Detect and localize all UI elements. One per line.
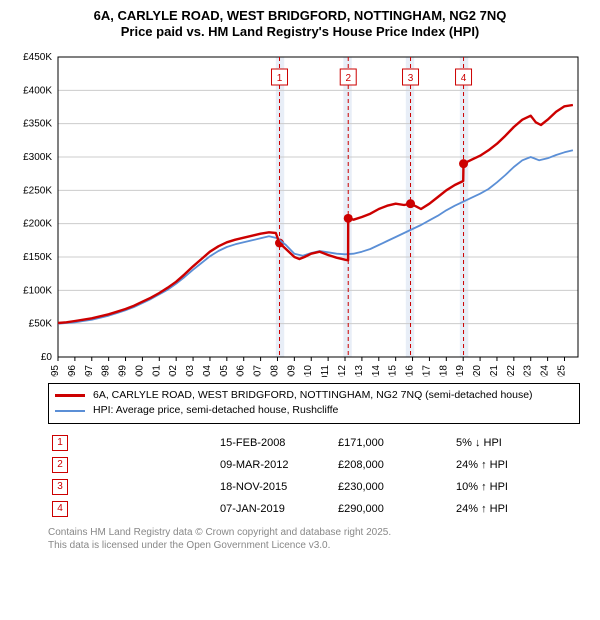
svg-text:2013: 2013: [354, 364, 365, 376]
footer-attribution: Contains HM Land Registry data © Crown c…: [48, 526, 580, 552]
event-date: 09-MAR-2012: [216, 454, 334, 476]
svg-text:3: 3: [408, 73, 414, 84]
svg-text:1996: 1996: [67, 364, 78, 376]
event-row: 2 09-MAR-2012£208,00024% ↑ HPI: [48, 454, 580, 476]
legend-label-hpi: HPI: Average price, semi-detached house,…: [93, 403, 338, 419]
svg-text:1998: 1998: [101, 364, 112, 376]
event-marker-box: 1: [52, 435, 68, 451]
svg-text:1997: 1997: [84, 364, 95, 376]
svg-text:£450K: £450K: [23, 52, 52, 63]
svg-text:2012: 2012: [337, 364, 348, 376]
event-date: 18-NOV-2015: [216, 476, 334, 498]
title-line1: 6A, CARLYLE ROAD, WEST BRIDGFORD, NOTTIN…: [94, 8, 507, 23]
svg-text:£0: £0: [41, 352, 53, 363]
legend-swatch-hpi: [55, 410, 85, 412]
event-pct: 24% ↑ HPI: [452, 498, 580, 520]
event-marker-box: 4: [52, 501, 68, 517]
svg-text:2: 2: [345, 73, 351, 84]
event-row: 3 18-NOV-2015£230,00010% ↑ HPI: [48, 476, 580, 498]
svg-text:£100K: £100K: [23, 285, 52, 296]
svg-text:2019: 2019: [455, 364, 466, 376]
svg-text:£150K: £150K: [23, 252, 52, 263]
event-price: £290,000: [334, 498, 452, 520]
legend-label-subject: 6A, CARLYLE ROAD, WEST BRIDGFORD, NOTTIN…: [93, 388, 533, 404]
svg-text:2000: 2000: [134, 364, 145, 376]
svg-text:2008: 2008: [269, 364, 280, 376]
svg-text:2007: 2007: [253, 364, 264, 376]
line-chart-svg: £0 £50K £100K £150K £200K £250K £300K £350K £400…: [10, 47, 590, 377]
event-pct: 5% ↓ HPI: [452, 432, 580, 454]
svg-text:1995: 1995: [50, 364, 61, 376]
svg-text:£250K: £250K: [23, 185, 52, 196]
svg-text:1999: 1999: [118, 364, 129, 376]
svg-text:2020: 2020: [472, 364, 483, 376]
svg-text:£400K: £400K: [23, 85, 52, 96]
event-date: 15-FEB-2008: [216, 432, 334, 454]
event-marker-box: 2: [52, 457, 68, 473]
footer-line1: Contains HM Land Registry data © Crown c…: [48, 527, 391, 538]
svg-text:2022: 2022: [506, 364, 517, 376]
legend: 6A, CARLYLE ROAD, WEST BRIDGFORD, NOTTIN…: [48, 383, 580, 425]
title-line2: Price paid vs. HM Land Registry's House …: [121, 24, 480, 39]
event-date: 07-JAN-2019: [216, 498, 334, 520]
events-table: 1 15-FEB-2008£171,0005% ↓ HPI 2 09-MAR-2012…: [48, 432, 580, 520]
svg-text:2016: 2016: [405, 364, 416, 376]
svg-text:2001: 2001: [151, 364, 162, 376]
legend-item-hpi: HPI: Average price, semi-detached house,…: [55, 403, 573, 419]
svg-text:£200K: £200K: [23, 218, 52, 229]
svg-text:£50K: £50K: [29, 318, 53, 329]
event-row: 1 15-FEB-2008£171,0005% ↓ HPI: [48, 432, 580, 454]
svg-text:2021: 2021: [489, 364, 500, 376]
event-marker-box: 3: [52, 479, 68, 495]
svg-text:2017: 2017: [421, 364, 432, 376]
event-price: £171,000: [334, 432, 452, 454]
svg-text:£350K: £350K: [23, 118, 52, 129]
svg-text:£300K: £300K: [23, 152, 52, 163]
svg-text:2010: 2010: [303, 364, 314, 376]
legend-swatch-subject: [55, 394, 85, 397]
svg-text:2025: 2025: [556, 364, 567, 376]
svg-text:2006: 2006: [236, 364, 247, 376]
svg-text:2015: 2015: [388, 364, 399, 376]
svg-text:1: 1: [277, 73, 283, 84]
svg-text:2018: 2018: [438, 364, 449, 376]
svg-text:2011: 2011: [320, 364, 331, 376]
svg-text:4: 4: [461, 73, 467, 84]
event-row: 4 07-JAN-2019£290,00024% ↑ HPI: [48, 498, 580, 520]
event-price: £208,000: [334, 454, 452, 476]
chart-title: 6A, CARLYLE ROAD, WEST BRIDGFORD, NOTTIN…: [10, 8, 590, 41]
svg-text:2024: 2024: [540, 364, 551, 376]
legend-item-subject: 6A, CARLYLE ROAD, WEST BRIDGFORD, NOTTIN…: [55, 388, 573, 404]
footer-line2: This data is licensed under the Open Gov…: [48, 540, 330, 551]
svg-text:2023: 2023: [523, 364, 534, 376]
event-price: £230,000: [334, 476, 452, 498]
event-pct: 10% ↑ HPI: [452, 476, 580, 498]
svg-text:2014: 2014: [371, 364, 382, 376]
svg-text:2004: 2004: [202, 364, 213, 376]
svg-text:2005: 2005: [219, 364, 230, 376]
chart-area: £0 £50K £100K £150K £200K £250K £300K £350K £400…: [10, 47, 590, 377]
svg-text:2003: 2003: [185, 364, 196, 376]
svg-text:2009: 2009: [286, 364, 297, 376]
event-pct: 24% ↑ HPI: [452, 454, 580, 476]
svg-text:2002: 2002: [168, 364, 179, 376]
